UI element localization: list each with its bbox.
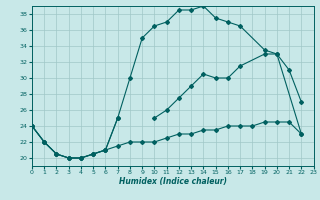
X-axis label: Humidex (Indice chaleur): Humidex (Indice chaleur) — [119, 177, 227, 186]
